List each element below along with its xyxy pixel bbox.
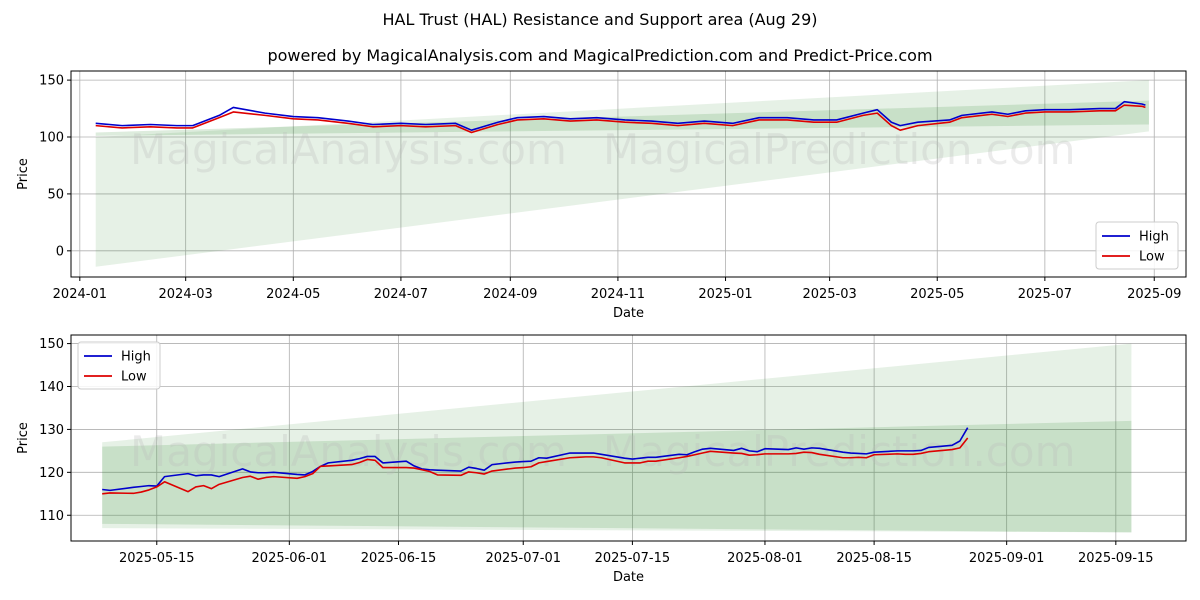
y-tick-label: 100 [39,131,64,146]
legend-label-low: Low [121,370,147,385]
legend-label-high: High [121,350,151,365]
x-tick-label: 2024-09 [483,287,537,302]
y-tick-label: 150 [39,74,64,89]
x-tick-label: 2025-01 [698,287,752,302]
watermarks: MagicalAnalysis.com MagicalPrediction.com [130,125,1076,174]
series-line-high [95,100,1146,131]
y-tick-label: 150 [39,337,64,352]
x-tick-label: 2025-06-15 [361,551,437,566]
x-tick-label: 2024-11 [591,287,645,302]
x-tick-label: 2025-09 [1127,287,1181,302]
y-tick-label: 120 [39,466,64,481]
x-axis-label: Date [613,570,644,585]
chart-subtitle: powered by MagicalAnalysis.com and Magic… [267,46,933,65]
series-lines [95,100,1146,134]
legend-label-high: High [1139,230,1169,245]
band-area [102,343,1132,533]
x-tick-label: 2024-03 [159,287,213,302]
x-axis-label: Date [613,306,644,321]
support-resistance-bands [102,343,1132,533]
y-axis-label: Price [16,158,31,190]
x-tick-label: 2025-09-15 [1078,551,1154,566]
legend-box [77,341,161,390]
grid-lines [71,335,1186,541]
x-tick-label: 2025-07-01 [485,551,561,566]
plot-frame [70,70,1187,278]
x-tick-label: 2024-07 [374,287,428,302]
x-tick-label: 2025-09-01 [969,551,1045,566]
legend-box [1095,221,1179,270]
watermark-text: MagicalPrediction.com [603,125,1076,174]
band-area [102,420,1132,533]
legend: High Low [77,341,161,390]
series-line-high [102,427,969,492]
watermark-text: MagicalAnalysis.com [130,427,567,476]
chart-title: HAL Trust (HAL) Resistance and Support a… [382,10,818,29]
legend: High Low [1095,221,1179,270]
x-tick-label: 2024-01 [53,287,107,302]
chart-panel-2: MagicalAnalysis.com MagicalPrediction.com… [16,334,1187,585]
y-tick-label: 130 [39,423,64,438]
x-tick-label: 2025-05 [910,287,964,302]
band-area [95,80,1149,267]
x-tick-label: 2025-06-01 [252,551,328,566]
chart-panel-1: MagicalAnalysis.com MagicalPrediction.com… [16,70,1187,321]
y-tick-label: 50 [47,187,64,202]
x-tick-label: 2025-05-15 [119,551,195,566]
watermarks: MagicalAnalysis.com MagicalPrediction.com [130,427,1076,476]
series-line-low [102,437,969,495]
support-resistance-bands [95,80,1149,267]
y-tick-label: 0 [56,244,64,259]
y-axis-label: Price [16,422,31,454]
y-tick-label: 140 [39,380,64,395]
band-area [95,100,1149,136]
x-tick-label: 2025-07-15 [595,551,671,566]
series-line-low [95,104,1146,134]
y-tick-label: 110 [39,509,64,524]
series-lines [102,427,969,495]
legend-label-low: Low [1139,250,1165,265]
x-tick-label: 2025-08-15 [836,551,912,566]
grid-lines [71,71,1186,277]
x-tick-label: 2025-03 [802,287,856,302]
watermark-text: MagicalAnalysis.com [130,125,567,174]
x-tick-label: 2025-07 [1018,287,1072,302]
x-tick-label: 2025-08-01 [727,551,803,566]
plot-frame [70,334,1187,542]
x-tick-label: 2024-05 [266,287,320,302]
